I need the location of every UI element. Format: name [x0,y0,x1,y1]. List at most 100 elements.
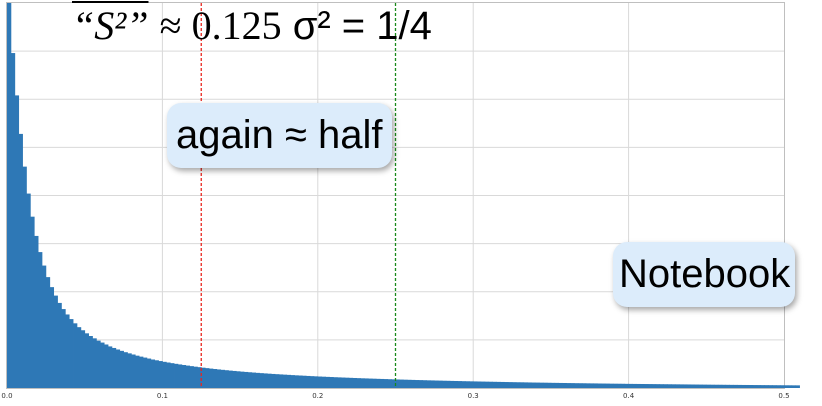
histogram-bar [22,166,27,388]
histogram-bar [162,361,167,388]
histogram-bar [104,344,109,388]
histogram-bar [306,375,311,388]
histogram-bar [108,346,113,388]
histogram-bar [224,370,229,388]
histogram-bar [247,372,253,388]
histogram-bar [585,383,591,388]
histogram-bar [632,383,637,388]
x-tick-label: 0.2 [312,392,323,400]
histogram-bar [321,376,326,388]
histogram-bar [181,365,187,388]
histogram-bar [737,384,742,388]
histogram-bar [597,383,602,388]
histogram-bar [752,385,758,388]
histogram-bar [243,371,249,388]
histogram-bar [500,381,505,388]
histogram-bar [368,378,373,388]
histogram-bar [422,380,427,388]
histogram-bar [729,384,734,388]
histogram-bar [667,384,672,388]
histogram-bars [7,3,800,389]
histogram-bar [679,384,684,388]
histogram-bar [333,377,338,388]
histogram-bar [749,385,754,388]
histogram-bar [764,385,769,388]
histogram-bar [337,377,342,388]
x-tick-label: 0.1 [157,392,168,400]
histogram-bar [496,381,501,388]
histogram-bar [57,302,62,388]
histogram-bar [329,377,334,388]
formula-lhs: “S²” [72,3,149,48]
histogram-bar [364,378,369,388]
histogram-bar [438,380,443,388]
histogram-bar [581,383,587,388]
histogram-bar [212,369,218,388]
histogram-bar [675,384,680,388]
histogram-bar [383,379,389,388]
histogram-bar [562,382,567,388]
histogram-bar [477,381,482,388]
histogram-bar [721,384,727,388]
histogram-bar [185,365,190,388]
histogram-bar [706,384,711,388]
histogram-bar [232,370,237,388]
histogram-bar [286,374,292,388]
histogram-bar [344,377,350,388]
histogram-bar [271,373,276,388]
histogram-bar [624,383,629,388]
histogram-bar [414,380,420,388]
histogram-bar [298,375,303,388]
histogram-bar [465,381,470,388]
histogram-bar [535,382,540,388]
histogram-bar [150,359,156,388]
histogram-bar [558,382,563,388]
histogram-bar [550,382,556,388]
notebook-link-bubble[interactable]: Notebook [613,242,796,307]
histogram-bar [566,383,571,388]
histogram-bar [442,380,447,388]
histogram-bar [30,216,35,388]
histogram-bar [784,385,789,388]
histogram-bar [601,383,606,388]
histogram-bar [278,374,284,388]
histogram-bar [725,384,731,388]
histogram-bar [473,381,478,388]
histogram-bar [613,383,618,388]
histogram-bar [682,384,688,388]
histogram-bar [469,381,474,388]
histogram-bar [166,362,171,388]
histogram-bar [395,379,400,388]
histogram-bar [671,384,676,388]
histogram-bar [290,375,295,388]
x-tick-label: 0.4 [623,392,635,400]
histogram-bar [446,380,451,388]
grid-lines [7,3,784,388]
plot-border [6,2,785,389]
histogram-bar [263,373,268,388]
histogram-bar [201,367,206,388]
histogram-bar [53,295,58,388]
histogram-bar [65,314,70,388]
histogram-bar [146,358,152,388]
histogram-bar [702,384,707,388]
histogram-bar [426,380,431,388]
histogram-bar [96,340,101,388]
histogram-bar [41,265,47,388]
histogram-bar [88,336,93,388]
histogram-bar [154,360,159,388]
histogram-bar [111,347,117,388]
histogram-bar [655,384,661,388]
histogram-bar [787,385,793,388]
histogram-bar [791,385,797,388]
histogram-bar [430,380,435,388]
histogram-bar [515,382,521,388]
histogram-bar [605,383,610,388]
histogram-bar [80,330,86,388]
histogram-bar [197,367,202,388]
histogram-bar [189,366,194,388]
histogram-bar [119,350,124,388]
reference-lines [200,3,397,388]
histogram-bar [294,375,299,388]
